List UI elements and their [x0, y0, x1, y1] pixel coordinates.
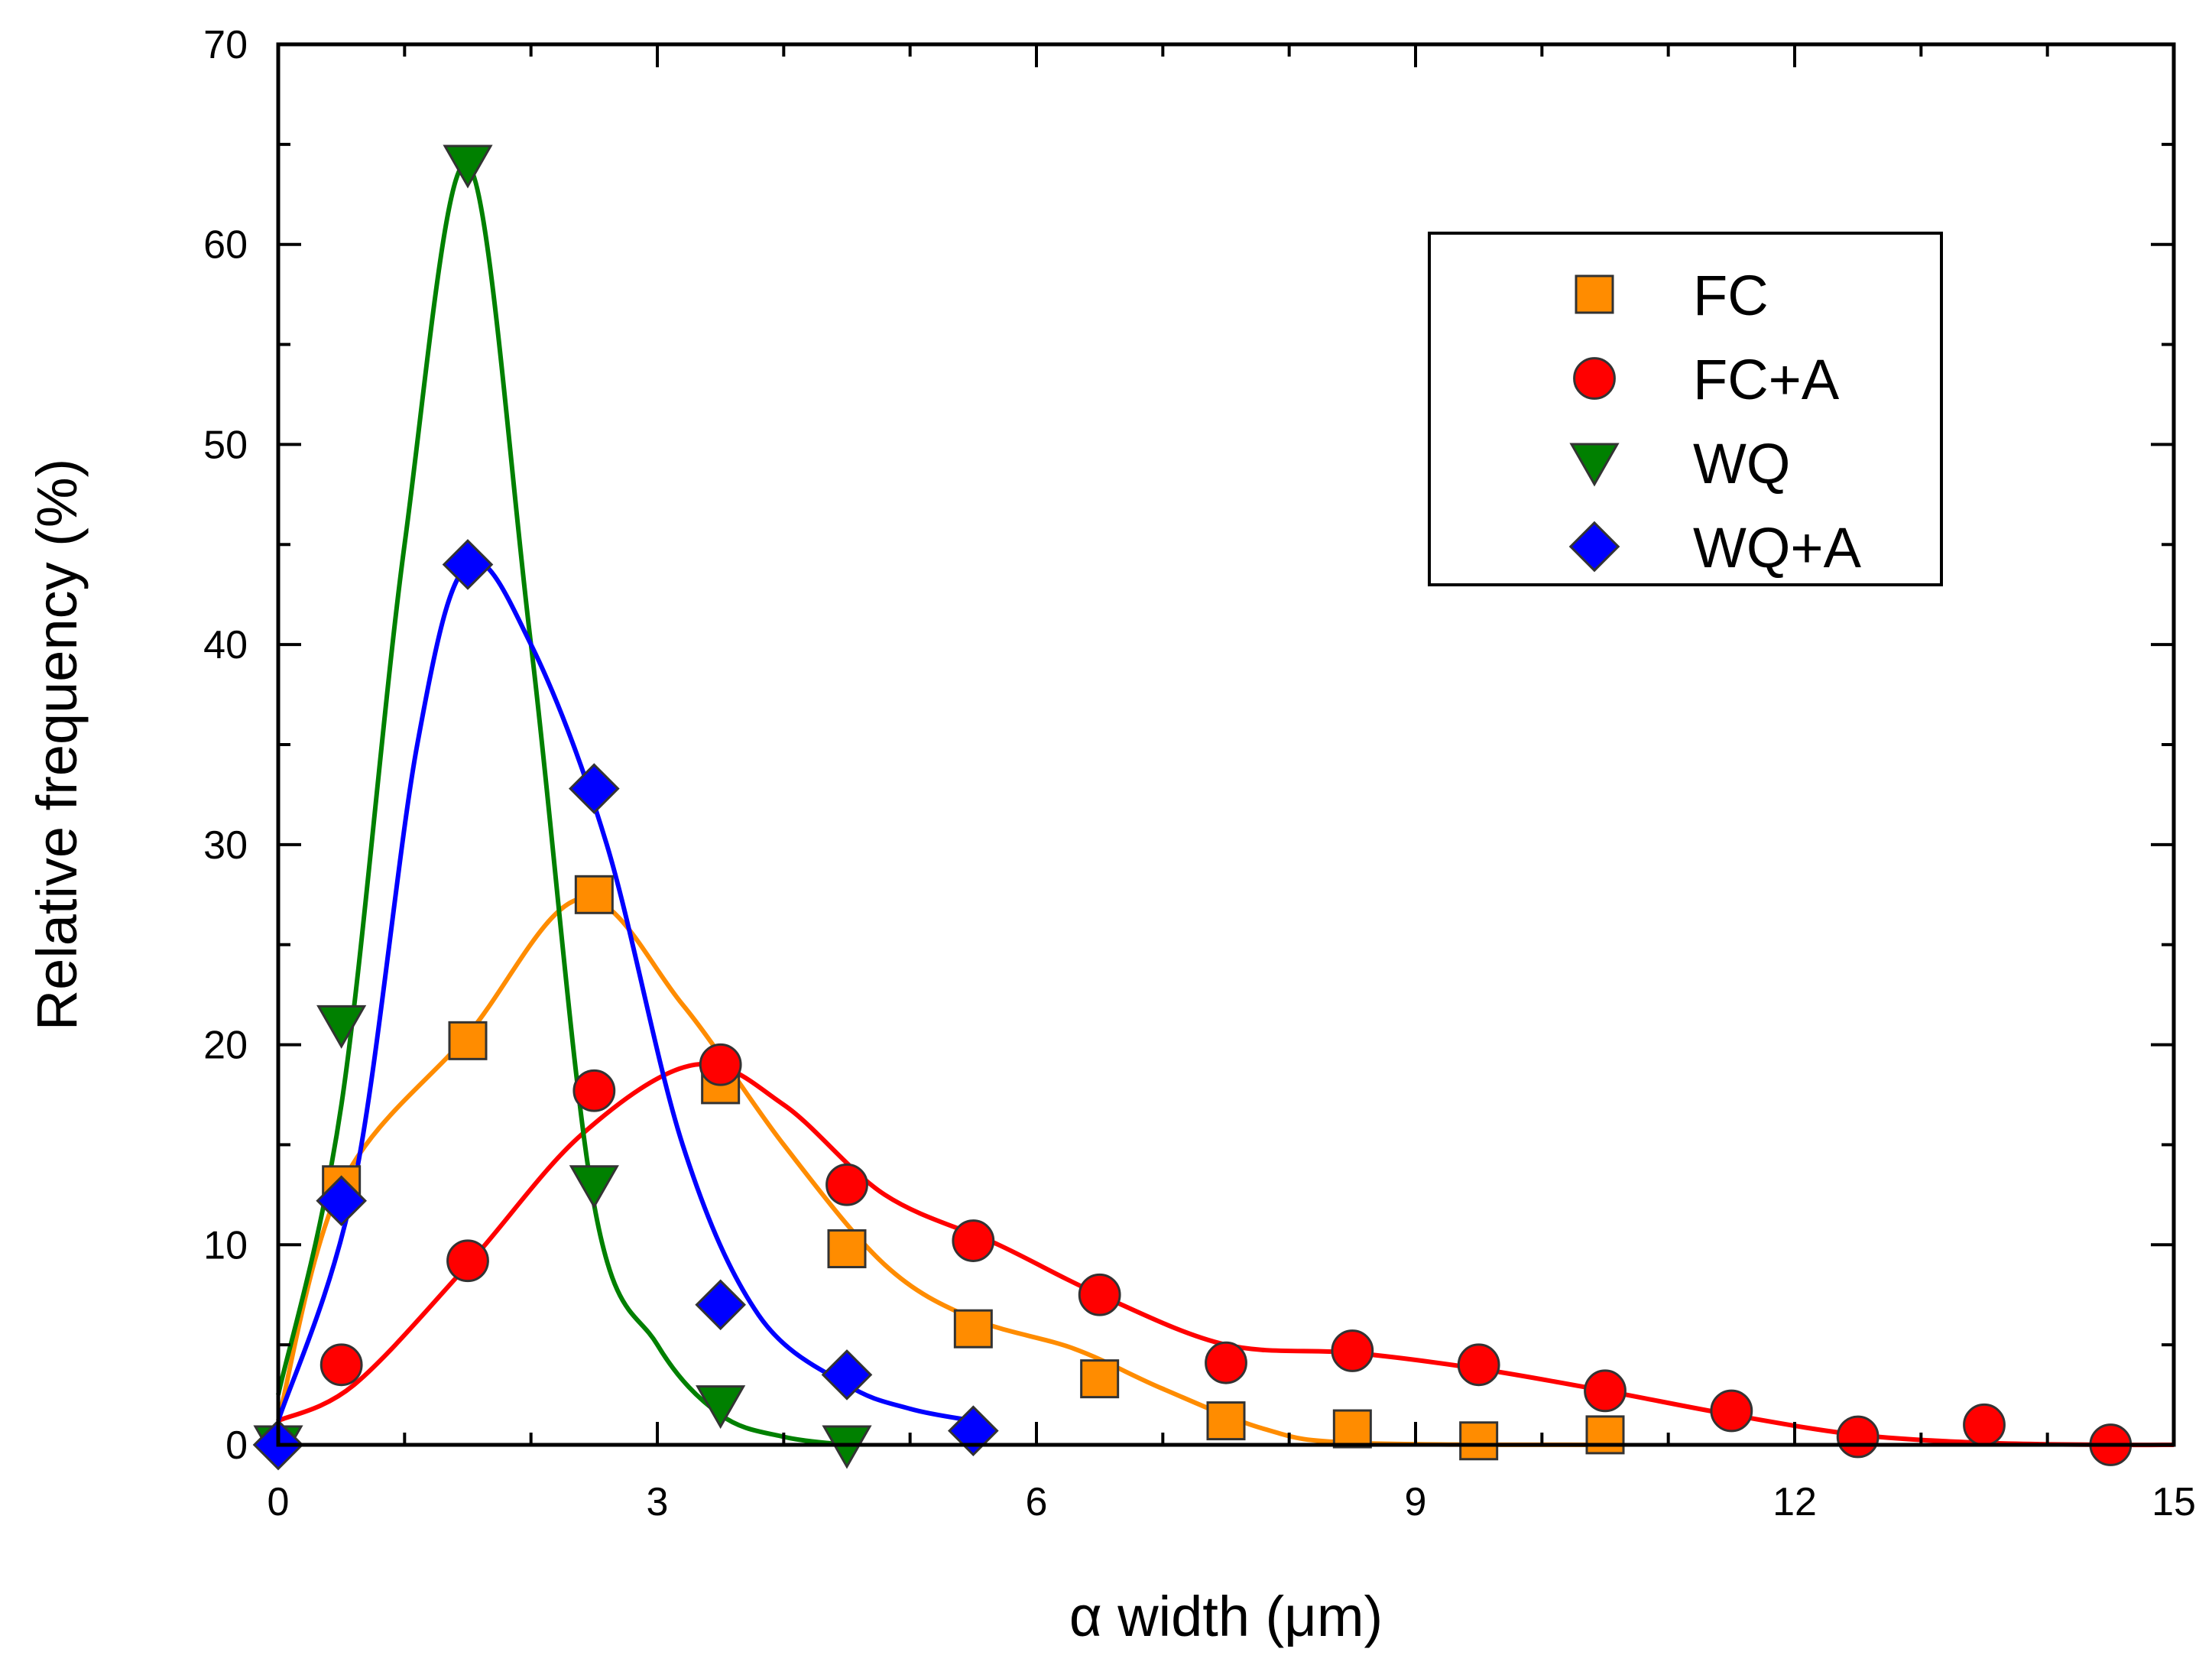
y-tick-label: 60: [203, 223, 248, 268]
legend-marker-fc-a: [1573, 357, 1616, 400]
x-tick-label: 9: [1405, 1480, 1427, 1524]
point-wq-a: [821, 1349, 873, 1400]
point-fc-a: [1205, 1341, 1247, 1384]
point-fc-a: [1078, 1273, 1121, 1316]
point-fc-a: [952, 1219, 995, 1262]
fit-curve-fc: [276, 896, 1606, 1447]
x-tick-label: 15: [2152, 1480, 2196, 1524]
point-wq-a: [316, 1175, 367, 1227]
point-wq-a: [569, 763, 620, 814]
y-axis-title: Relative frequency (%): [25, 459, 89, 1031]
data-markers: [252, 144, 2133, 1471]
point-fc: [1332, 1409, 1372, 1449]
legend-label-wq: WQ: [1693, 432, 1790, 495]
point-fc: [1206, 1401, 1246, 1441]
fit-curve-fc-a: [277, 1061, 2175, 1448]
legend-marker-wq-a: [1568, 521, 1620, 573]
legend-label-wq-a: WQ+A: [1693, 516, 1862, 579]
point-fc-a: [446, 1239, 489, 1283]
point-wq: [696, 1385, 746, 1430]
plot-frame: [276, 42, 2176, 1447]
y-tick-label: 20: [203, 1024, 248, 1068]
point-fc-a: [1331, 1329, 1374, 1372]
point-fc-a: [825, 1163, 868, 1206]
legend-label-fc: FC: [1693, 264, 1769, 327]
legend-marker-wq: [1569, 443, 1620, 487]
x-tick-label: 6: [1026, 1480, 1048, 1524]
point-fc: [953, 1309, 993, 1349]
legend-label-fc-a: FC+A: [1693, 348, 1840, 411]
point-wq-a: [442, 539, 494, 590]
legend-marker-fc: [1575, 274, 1614, 314]
point-wq-a: [695, 1279, 746, 1331]
y-tick-label: 10: [203, 1223, 248, 1267]
point-fc-a: [572, 1069, 616, 1112]
point-fc-a: [1457, 1343, 1500, 1387]
fit-curve-wq-a: [276, 559, 974, 1423]
y-tick-label: 40: [203, 623, 248, 667]
point-fc-a: [1836, 1415, 1880, 1459]
point-fc: [574, 875, 614, 914]
point-fc: [827, 1229, 867, 1269]
point-wq-a: [948, 1405, 999, 1457]
point-fc: [1080, 1359, 1120, 1399]
point-wq: [569, 1165, 619, 1209]
point-fc: [448, 1021, 488, 1060]
point-fc-a: [699, 1043, 742, 1086]
point-fc: [1459, 1421, 1499, 1461]
legend: FC FC+A WQ WQ+A: [1428, 232, 1943, 586]
legend-box: [1428, 232, 1943, 586]
x-tick-label: 0: [268, 1480, 290, 1524]
y-tick-label: 30: [203, 823, 248, 868]
point-fc-a: [319, 1343, 363, 1387]
x-tick-label: 3: [647, 1480, 669, 1524]
point-fc-a: [1584, 1369, 1627, 1413]
point-fc-a: [1710, 1389, 1753, 1433]
y-tick-label: 0: [225, 1423, 248, 1468]
fit-curve-wq: [276, 161, 848, 1447]
x-axis-title: α width (μm): [1069, 1585, 1383, 1648]
point-fc-a: [1963, 1403, 2006, 1446]
y-tick-label: 50: [203, 423, 248, 467]
y-tick-label: 70: [203, 23, 248, 67]
x-tick-label: 12: [1773, 1480, 1817, 1524]
point-fc: [1585, 1415, 1625, 1455]
point-wq: [316, 1005, 367, 1049]
point-wq: [443, 144, 493, 189]
